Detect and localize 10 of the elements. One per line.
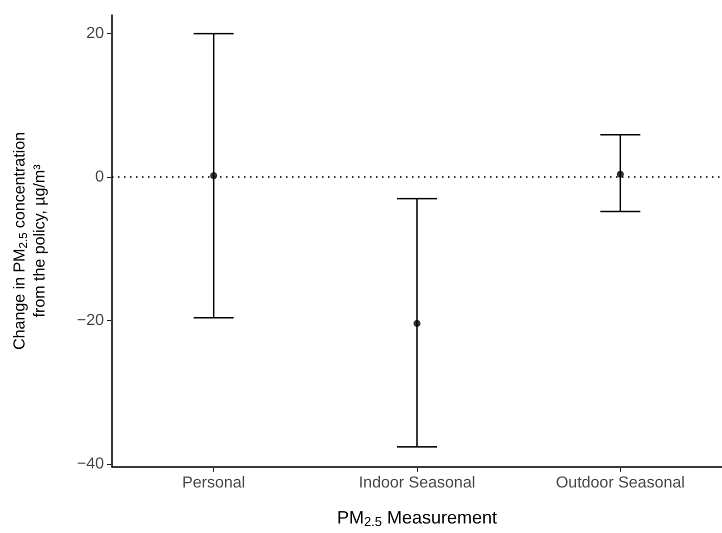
y-tick-label: 20 <box>86 25 104 42</box>
y-tick-label: −40 <box>76 456 104 473</box>
point <box>414 320 420 327</box>
point <box>210 172 218 180</box>
x-tick-label: Indoor Seasonal <box>358 474 476 492</box>
x-tick-label: Outdoor Seasonal <box>556 474 685 492</box>
point <box>616 170 624 178</box>
y-tick-label: −20 <box>76 312 104 330</box>
y-tick-label: 0 <box>95 168 104 186</box>
x-tick-label: Personal <box>182 474 246 492</box>
